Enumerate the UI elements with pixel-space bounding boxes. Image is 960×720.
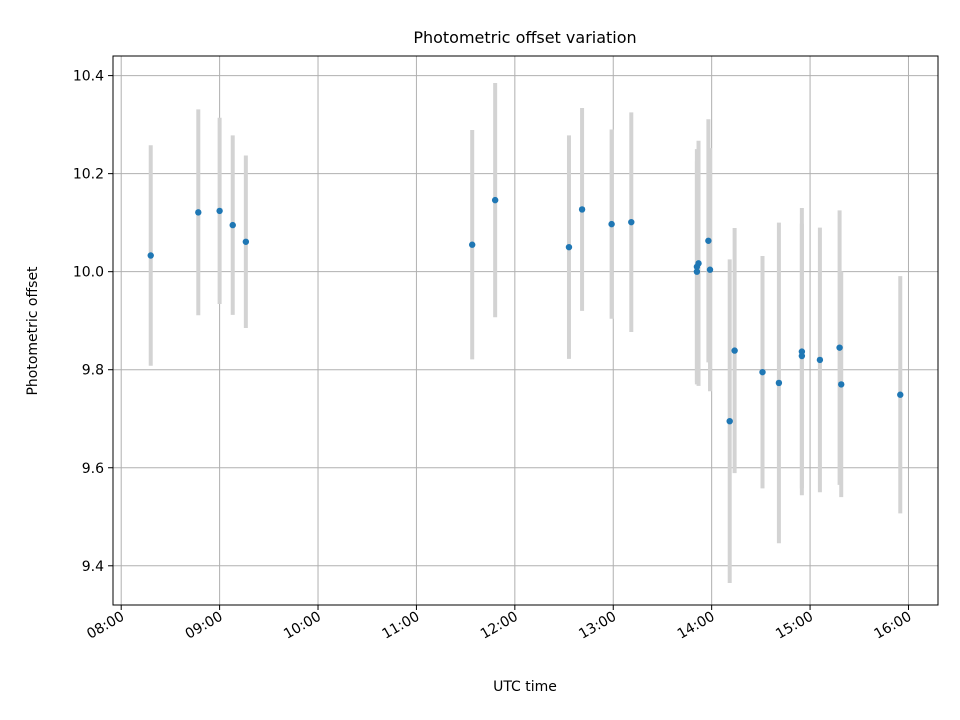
x-tick-label: 13:00 <box>576 609 619 643</box>
data-point <box>216 207 223 215</box>
y-tick-label: 9.4 <box>82 559 104 575</box>
data-point <box>798 348 806 355</box>
data-point <box>229 221 236 229</box>
data-point <box>706 266 714 273</box>
y-tick-label: 9.8 <box>82 363 104 379</box>
data-point <box>897 391 904 398</box>
y-axis-label: Photometric offset <box>25 266 41 396</box>
chart-title: Photometric offset variation <box>413 28 636 47</box>
error-bars <box>148 82 903 583</box>
plot-frame <box>112 55 939 606</box>
data-point <box>695 260 702 267</box>
data-point <box>468 241 476 248</box>
data-point <box>731 347 738 354</box>
data-point <box>491 196 499 204</box>
x-tick-label: 11:00 <box>379 609 422 643</box>
data-point <box>608 220 615 228</box>
grid-lines <box>113 56 938 605</box>
y-tick-label: 10.2 <box>73 167 104 183</box>
x-tick-label: 12:00 <box>478 609 521 643</box>
y-tick-label: 10.4 <box>73 69 104 85</box>
data-point <box>798 352 806 360</box>
x-tick-label: 08:00 <box>84 609 127 643</box>
data-point <box>759 368 766 376</box>
y-tick-label: 9.6 <box>82 461 104 477</box>
data-point <box>836 344 843 351</box>
data-point <box>838 381 845 388</box>
x-axis-label: UTC time <box>493 679 557 695</box>
data-point <box>705 237 712 244</box>
x-tick-label: 10:00 <box>281 609 324 643</box>
x-tick-label: 14:00 <box>675 609 718 643</box>
data-point <box>693 268 701 275</box>
data-point <box>195 209 202 216</box>
data-point <box>628 218 635 226</box>
data-point <box>816 356 824 364</box>
x-tick-label: 09:00 <box>183 609 226 643</box>
data-point <box>578 206 586 213</box>
x-tick-label: 15:00 <box>773 609 816 643</box>
data-points <box>147 196 904 425</box>
data-point <box>726 417 733 425</box>
data-point <box>242 238 250 245</box>
data-point <box>565 243 573 251</box>
data-point <box>775 379 783 387</box>
x-tick-label: 16:00 <box>872 609 915 643</box>
data-point <box>147 252 154 259</box>
y-tick-label: 10.0 <box>73 265 104 281</box>
